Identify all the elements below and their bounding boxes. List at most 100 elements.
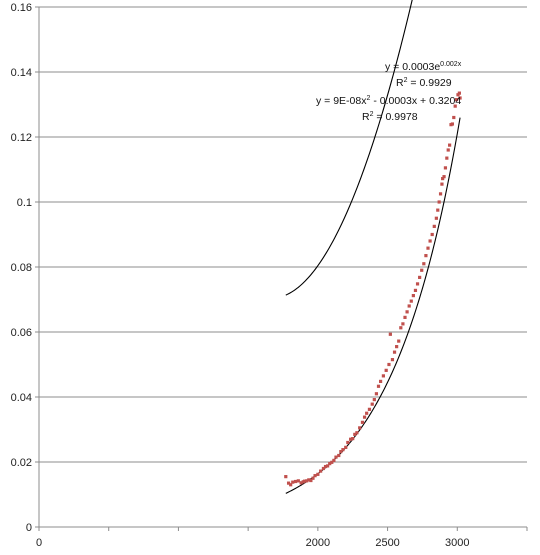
- data-point: [428, 239, 432, 243]
- data-point: [395, 345, 399, 349]
- data-point: [358, 426, 362, 430]
- data-point: [328, 462, 332, 466]
- data-point: [418, 275, 422, 279]
- poly-equation-a: y = 9E-08x: [316, 95, 367, 107]
- axes: [35, 6, 528, 531]
- y-tick-label: 0.08: [11, 262, 32, 274]
- data-point: [422, 262, 426, 266]
- data-point: [448, 143, 452, 147]
- data-point: [434, 216, 438, 220]
- data-point: [450, 122, 455, 126]
- data-point: [437, 200, 441, 204]
- poly-equation-sup: 2: [367, 95, 371, 102]
- exponential-trendline: [285, 117, 461, 494]
- y-tick-label: 0.02: [11, 457, 32, 469]
- data-point: [303, 479, 307, 483]
- data-point: [445, 156, 449, 160]
- data-point: [337, 453, 341, 458]
- data-point: [413, 288, 418, 292]
- data-point: [436, 208, 440, 212]
- polynomial-trendline-equation: y = 9E-08x2 - 0.0003x + 0.3204 R2 = 0.99…: [316, 95, 461, 123]
- data-point: [323, 464, 328, 469]
- data-point: [353, 432, 357, 436]
- data-point: [334, 455, 338, 459]
- data-point: [332, 458, 336, 462]
- trendlines: [285, 0, 461, 494]
- poly-equation-b: - 0.0003x + 0.3204: [370, 95, 461, 107]
- data-point: [456, 93, 460, 97]
- data-point: [326, 464, 330, 468]
- data-point: [360, 420, 365, 424]
- data-point: [344, 445, 348, 449]
- data-point: [316, 472, 320, 476]
- data-point: [440, 182, 444, 186]
- data-point: [305, 479, 309, 483]
- data-point: [370, 402, 374, 406]
- data-point: [286, 481, 291, 485]
- poly-r2-value: = 0.9978: [374, 111, 418, 123]
- data-point: [441, 177, 445, 181]
- data-point: [311, 476, 315, 480]
- data-point: [392, 350, 397, 354]
- data-point: [293, 479, 298, 484]
- y-tick-label: 0.12: [11, 132, 32, 144]
- poly-r2-sup: 2: [370, 111, 374, 118]
- x-tick-label: 0: [36, 537, 42, 549]
- data-point: [432, 224, 436, 228]
- data-point: [420, 268, 424, 272]
- x-tick-label: 2000: [306, 537, 330, 549]
- data-point: [376, 384, 381, 388]
- poly-equation-label: y = 9E-08x2 - 0.0003x + 0.3204: [316, 95, 461, 107]
- data-point: [299, 481, 303, 485]
- data-point: [442, 175, 446, 179]
- x-axis-tick-labels: 0 2000 2500 3000: [36, 537, 470, 549]
- data-point: [411, 294, 415, 298]
- exp-equation-sup: 0.002x: [440, 61, 462, 68]
- exp-equation-label: y = 0.0003e0.002x: [385, 61, 462, 73]
- y-tick-label: 0.14: [11, 67, 32, 79]
- data-point: [438, 192, 443, 196]
- data-point: [351, 437, 355, 441]
- gridlines: [39, 6, 527, 463]
- data-point: [426, 246, 430, 250]
- data-point: [446, 148, 450, 152]
- y-axis-tick-labels: 0 0.02 0.04 0.06 0.08 0.1 0.12 0.14 0.16: [11, 2, 32, 534]
- poly-r2-label: R2 = 0.9978: [362, 111, 418, 123]
- data-point: [362, 415, 367, 419]
- data-point: [319, 469, 323, 473]
- data-point: [401, 322, 405, 326]
- data-point: [387, 362, 391, 367]
- data-point: [443, 166, 448, 170]
- data-point: [458, 96, 462, 100]
- data-point: [415, 282, 420, 286]
- data-point: [397, 339, 401, 343]
- data-point: [349, 437, 353, 441]
- data-point: [407, 304, 411, 308]
- exp-r2-value: = 0.9929: [408, 77, 452, 89]
- data-point: [321, 466, 326, 471]
- data-points: [284, 91, 462, 487]
- data-point: [405, 310, 409, 314]
- exp-r2-label: R2 = 0.9929: [396, 77, 452, 89]
- exp-r2-letter: R: [396, 77, 404, 89]
- data-point: [381, 374, 385, 378]
- exp-r2-sup: 2: [404, 77, 408, 84]
- polynomial-trendline: [285, 0, 413, 296]
- data-point: [388, 332, 392, 336]
- y-tick-label: 0.06: [11, 327, 32, 339]
- data-point: [291, 480, 295, 484]
- data-point: [424, 254, 428, 258]
- data-point: [355, 431, 359, 435]
- data-point: [296, 479, 300, 483]
- data-point: [430, 232, 434, 237]
- y-tick-label: 0.16: [11, 2, 32, 14]
- data-point: [339, 450, 343, 454]
- y-tick-label: 0.04: [11, 392, 32, 404]
- y-tick-label: 0: [26, 522, 32, 534]
- data-point: [346, 440, 350, 445]
- data-point: [374, 392, 379, 396]
- data-point: [284, 475, 288, 479]
- data-point: [330, 460, 334, 464]
- exponential-trendline-equation: y = 0.0003e0.002x R2 = 0.9929: [385, 61, 462, 89]
